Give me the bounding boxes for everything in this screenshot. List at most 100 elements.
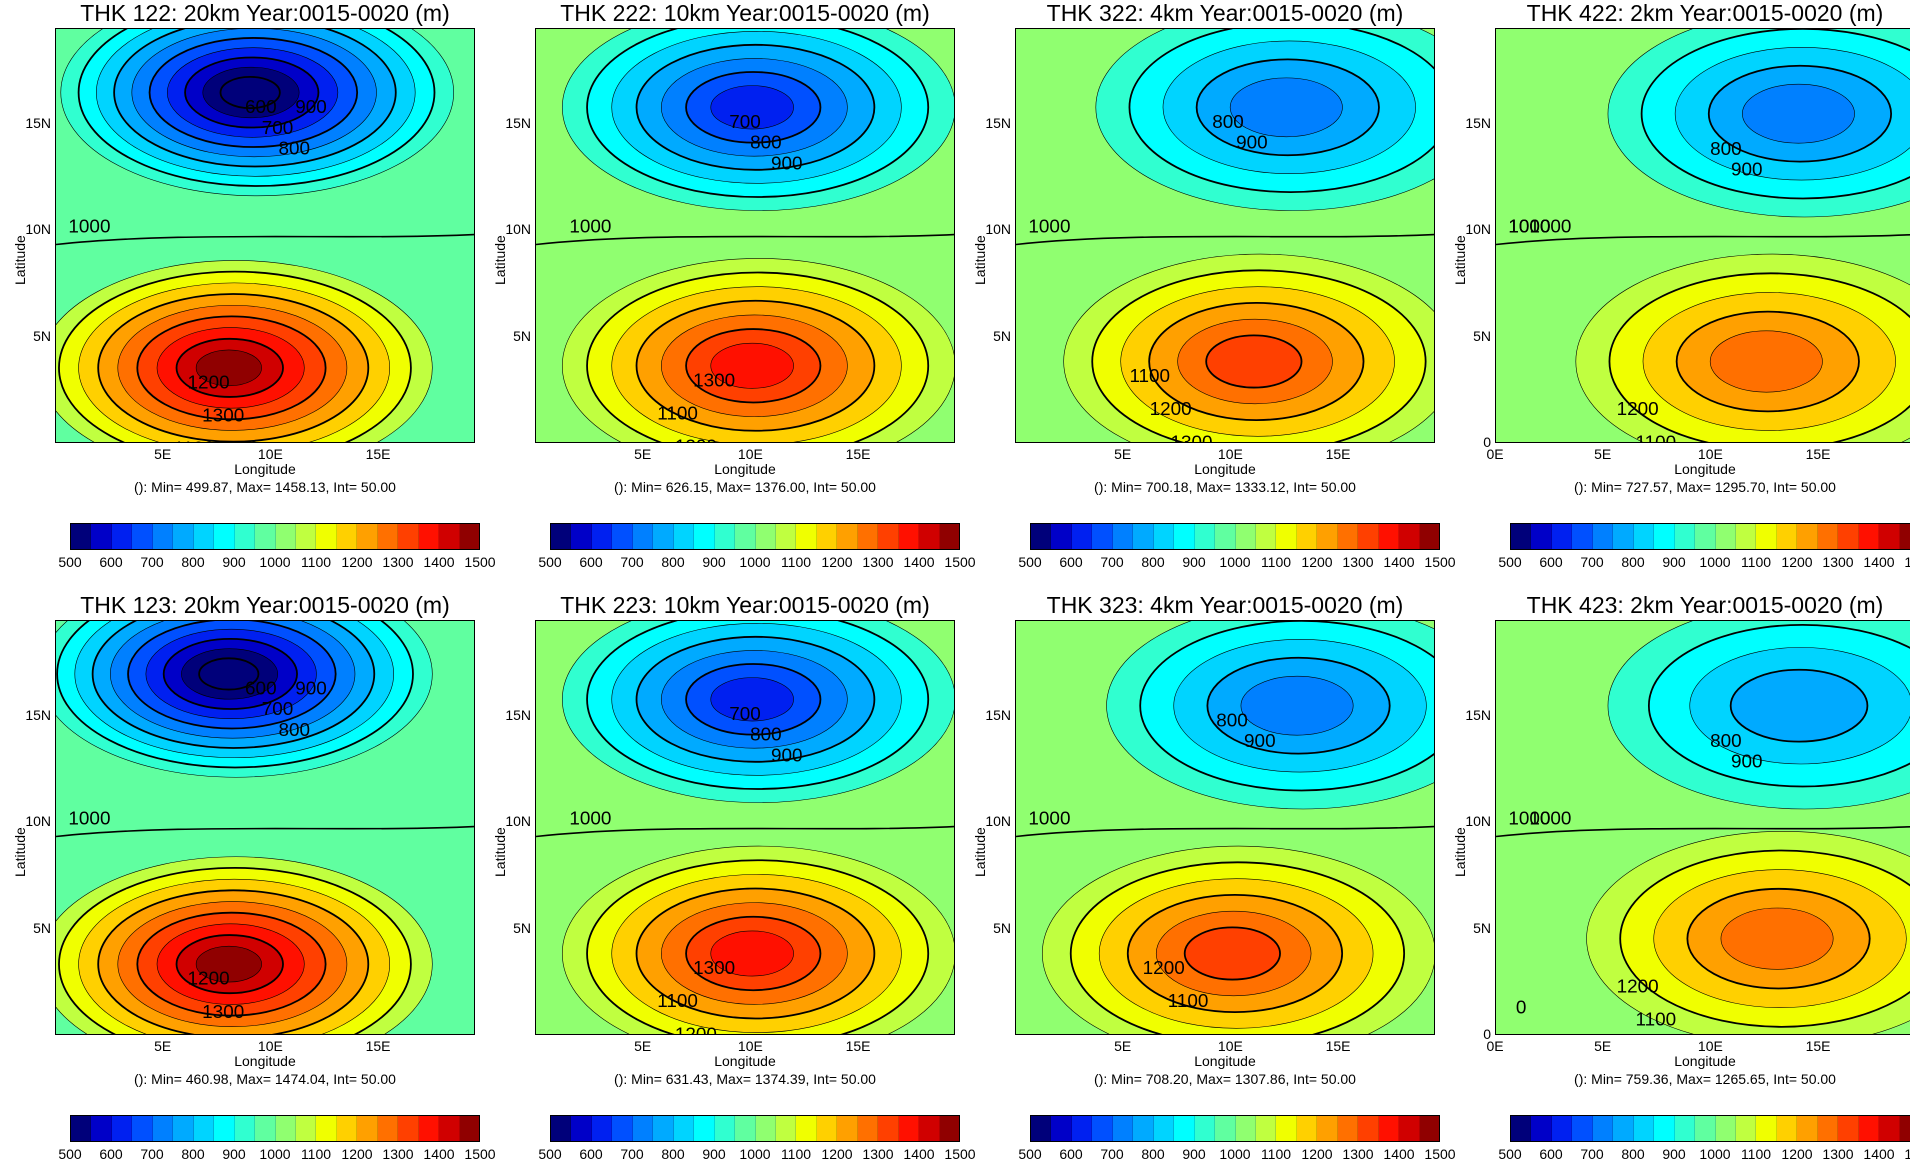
colorbar-swatch bbox=[571, 524, 592, 549]
contour-label: 900 bbox=[771, 153, 803, 174]
contour-label: 1300 bbox=[693, 370, 735, 391]
colorbar-tick-label: 1200 bbox=[1781, 1146, 1813, 1162]
colorbar-tick-label: 1300 bbox=[1822, 554, 1854, 570]
colorbar-swatch bbox=[234, 1116, 256, 1141]
y-tick-label: 15N bbox=[25, 706, 51, 723]
colorbar-tick-label: 800 bbox=[181, 554, 205, 570]
colorbar-swatch bbox=[214, 524, 235, 549]
y-tick-label: 15N bbox=[1465, 706, 1491, 723]
panel-title: THK 122: 20km Year:0015-0020 (m) bbox=[80, 0, 450, 26]
colorbar-swatch bbox=[694, 524, 715, 549]
colorbar-swatch bbox=[1531, 1116, 1552, 1141]
colorbar-swatch bbox=[173, 1116, 194, 1141]
contour-label: 1400 bbox=[217, 439, 259, 442]
colorbar-tick-label: 1300 bbox=[1342, 1146, 1374, 1162]
contour-label: 1200 bbox=[675, 1024, 717, 1034]
y-tick-label: 10N bbox=[505, 221, 531, 238]
colorbar-tick-label: 1100 bbox=[1740, 554, 1772, 570]
north-gyre-contour-500 bbox=[198, 657, 260, 691]
contour-label: 600 bbox=[245, 97, 277, 118]
colorbar-swatch bbox=[816, 524, 838, 549]
colorbar-tick-label: 600 bbox=[579, 554, 603, 570]
colorbar-tick-label: 1400 bbox=[1863, 1146, 1895, 1162]
colorbar-tick-label: 800 bbox=[1141, 554, 1165, 570]
colorbar-swatch bbox=[1511, 524, 1532, 549]
colorbar-swatch bbox=[1317, 1116, 1338, 1141]
colorbar-swatch bbox=[1194, 1116, 1216, 1141]
colorbar-swatch bbox=[1715, 524, 1736, 549]
colorbar-tick-label: 700 bbox=[620, 554, 644, 570]
colorbar-swatch bbox=[1695, 1116, 1716, 1141]
colorbar-swatch bbox=[1296, 1116, 1318, 1141]
contour-1000-line bbox=[536, 233, 954, 246]
contour-label: 1000 bbox=[1508, 217, 1550, 238]
colorbar-tick-label: 1500 bbox=[944, 1146, 976, 1162]
y-axis-label: Latitude bbox=[972, 234, 988, 285]
y-tick-label: 5N bbox=[1473, 327, 1491, 344]
colorbar-swatch bbox=[459, 524, 480, 549]
y-tick-label: 15N bbox=[1465, 114, 1491, 131]
colorbar-swatch bbox=[1613, 524, 1634, 549]
contour-label: 800 bbox=[750, 725, 782, 746]
colorbar-tick-label: 1000 bbox=[1219, 554, 1251, 570]
x-tick-label: 15E bbox=[365, 446, 391, 462]
contour-label: 1100 bbox=[657, 403, 698, 424]
colorbar-tick-label: 700 bbox=[1580, 1146, 1604, 1162]
colorbar-swatch bbox=[1674, 1116, 1696, 1141]
colorbar-tick-label: 500 bbox=[58, 1146, 82, 1162]
colorbar-tick-label: 1100 bbox=[1260, 554, 1292, 570]
colorbar-swatch bbox=[1153, 1116, 1175, 1141]
colorbar-swatch bbox=[255, 1116, 276, 1141]
colorbar-tick-label: 1400 bbox=[1383, 1146, 1415, 1162]
contour-label: 800 bbox=[1710, 139, 1742, 160]
contour-label: 800 bbox=[278, 720, 310, 741]
colorbar-tick-label: 1200 bbox=[1301, 554, 1333, 570]
colorbar-tick-label: 800 bbox=[181, 1146, 205, 1162]
contour-1000-line bbox=[1496, 825, 1910, 838]
colorbar-swatch bbox=[1613, 1116, 1634, 1141]
y-tick-label: 10N bbox=[1465, 221, 1491, 238]
colorbar-tick-label: 500 bbox=[538, 554, 562, 570]
colorbar-tick-label: 600 bbox=[1539, 554, 1563, 570]
x-tick-label: 5E bbox=[634, 446, 652, 462]
colorbar-swatch bbox=[1817, 1116, 1839, 1141]
stats-line: (): Min= 727.57, Max= 1295.70, Int= 50.0… bbox=[1574, 479, 1836, 495]
colorbar-tick-label: 700 bbox=[1580, 554, 1604, 570]
colorbar-swatch bbox=[551, 1116, 572, 1141]
contour-label: 1100 bbox=[1168, 991, 1209, 1012]
colorbar-tick-label: 1000 bbox=[259, 1146, 291, 1162]
contour-label: 1000 bbox=[1529, 217, 1571, 238]
colorbar-swatch bbox=[1817, 524, 1839, 549]
x-axis-label: Longitude bbox=[1674, 461, 1736, 477]
north-gyre-contour-750 bbox=[1240, 675, 1354, 736]
contour-label: 0 bbox=[1516, 997, 1527, 1018]
colorbar-tick-label: 700 bbox=[1100, 1146, 1124, 1162]
y-tick-label: 10N bbox=[985, 221, 1011, 238]
colorbar-swatch bbox=[1215, 1116, 1236, 1141]
colorbar-swatch bbox=[632, 524, 654, 549]
colorbar-swatch bbox=[1674, 524, 1696, 549]
colorbar-swatch bbox=[591, 1116, 613, 1141]
contour-label: 1200 bbox=[1143, 958, 1185, 979]
colorbar-swatch bbox=[71, 524, 92, 549]
x-axis-label: Longitude bbox=[234, 461, 296, 477]
contour-label: 1100 bbox=[1636, 1009, 1677, 1030]
colorbar-swatch bbox=[1071, 1116, 1093, 1141]
y-tick-label: 15N bbox=[985, 114, 1011, 131]
colorbar-tick-label: 1100 bbox=[300, 1146, 332, 1162]
colorbar-tick-label: 900 bbox=[1662, 554, 1686, 570]
colorbar-tick-label: 900 bbox=[702, 554, 726, 570]
contour-label: 1300 bbox=[693, 958, 735, 979]
colorbar-swatch bbox=[775, 524, 797, 549]
colorbar-tick-label: 800 bbox=[661, 554, 685, 570]
contour-label: 1000 bbox=[1028, 217, 1070, 238]
x-tick-label: 10E bbox=[1217, 446, 1243, 462]
colorbar-swatch bbox=[735, 1116, 756, 1141]
